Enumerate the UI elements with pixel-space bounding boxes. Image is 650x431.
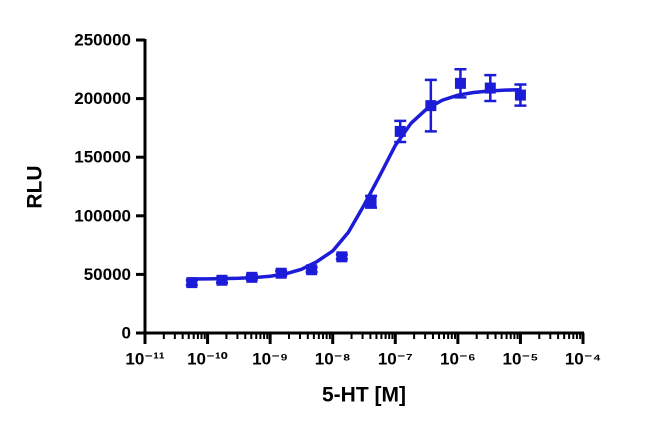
y-tick-label: 250000: [74, 30, 131, 49]
y-tick-label: 50000: [84, 265, 131, 284]
y-tick-label: 0: [122, 323, 131, 342]
x-tick-label: 10⁻⁸: [315, 349, 351, 368]
y-tick-label: 150000: [74, 148, 131, 167]
data-point: [514, 89, 526, 101]
x-tick-label: 10⁻⁷: [378, 349, 413, 368]
data-point: [336, 251, 348, 263]
data-point: [186, 277, 198, 289]
x-tick-label: 10⁻⁹: [252, 349, 288, 368]
fit-curve: [191, 87, 521, 281]
data-point: [484, 82, 496, 94]
x-tick-label: 10⁻¹¹: [125, 349, 165, 368]
x-tick-label: 10⁻⁵: [502, 349, 538, 368]
x-axis-label: 5-HT [M]: [322, 384, 406, 407]
y-axis-label: RLU: [24, 165, 47, 208]
data-point: [394, 125, 406, 137]
x-tick-label: 10⁻⁶: [440, 349, 476, 368]
x-tick-label: 10⁻⁴: [565, 349, 601, 368]
data-point: [454, 77, 466, 89]
y-tick-label: 100000: [74, 206, 131, 225]
y-tick-label: 200000: [74, 89, 131, 108]
data-point: [365, 196, 377, 208]
x-tick-label: 10⁻¹⁰: [187, 349, 228, 368]
data-point: [306, 264, 318, 276]
